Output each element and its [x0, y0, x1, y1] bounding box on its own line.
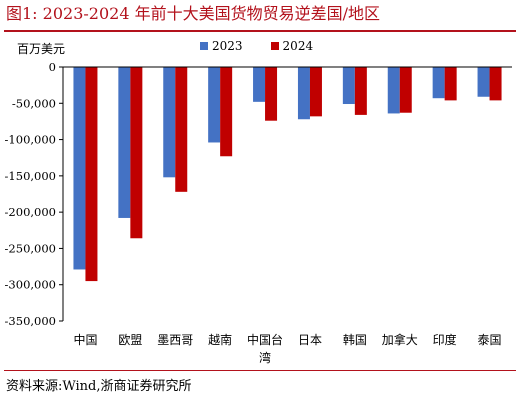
- bar-2024: [85, 67, 98, 282]
- x-category-label: 越南: [208, 332, 232, 347]
- title-divider: [4, 30, 516, 32]
- bar-2024: [489, 67, 502, 101]
- source-divider: [4, 370, 516, 371]
- x-category-label: 日本: [298, 333, 322, 347]
- bar-2023: [432, 67, 445, 99]
- bar-2023: [342, 67, 355, 105]
- legend-label-2023: 2023: [212, 39, 243, 53]
- y-tick-label: 0: [49, 60, 56, 74]
- bar-2023: [387, 67, 400, 114]
- bar-2023: [73, 67, 86, 270]
- x-category-label: 中国: [73, 332, 97, 347]
- bar-2023: [118, 67, 131, 218]
- bar-2023: [253, 67, 266, 102]
- legend-item-2024: 2024: [270, 39, 314, 53]
- y-tick-label: -250,000: [5, 241, 56, 255]
- bar-2024: [130, 67, 143, 239]
- legend-item-2023: 2023: [200, 39, 243, 53]
- x-category-label: 印度: [433, 332, 457, 347]
- bar-2024: [175, 67, 188, 192]
- figure-title: 图1: 2023-2024 年前十大美国货物贸易逆差国/地区: [6, 4, 380, 23]
- source-note: 资料来源:Wind,浙商证券研究所: [6, 379, 192, 394]
- y-tick-label: -100,000: [5, 133, 56, 147]
- bar-2024: [309, 67, 322, 117]
- bar-2024: [444, 67, 457, 101]
- x-category-label: 湾: [259, 350, 271, 365]
- bar-2024: [265, 67, 278, 121]
- bar-2024: [220, 67, 233, 157]
- x-category-label: 加拿大: [382, 332, 418, 347]
- x-category-label: 中国台: [247, 332, 283, 347]
- bar-2024: [354, 67, 367, 115]
- y-tick-label: -150,000: [5, 169, 56, 183]
- bar-2023: [208, 67, 221, 143]
- y-tick-label: -350,000: [5, 314, 56, 328]
- bar-2024: [399, 67, 412, 113]
- chart-legend: 2023 2024: [200, 38, 341, 54]
- x-category-label: 欧盟: [118, 333, 142, 347]
- bar-2023: [477, 67, 490, 97]
- y-tick-label: -50,000: [12, 96, 56, 110]
- legend-swatch-2023: [200, 42, 208, 50]
- bar-2023: [297, 67, 310, 120]
- x-category-label: 泰国: [478, 333, 502, 347]
- unit-label: 百万美元: [17, 42, 66, 56]
- y-tick-label: -300,000: [5, 278, 56, 292]
- legend-swatch-2024: [270, 42, 279, 50]
- y-tick-label: -200,000: [5, 205, 56, 219]
- legend-label-2024: 2024: [282, 39, 314, 53]
- bar-2023: [163, 67, 176, 178]
- x-category-label: 韩国: [343, 332, 367, 347]
- x-category-label: 墨西哥: [157, 333, 193, 347]
